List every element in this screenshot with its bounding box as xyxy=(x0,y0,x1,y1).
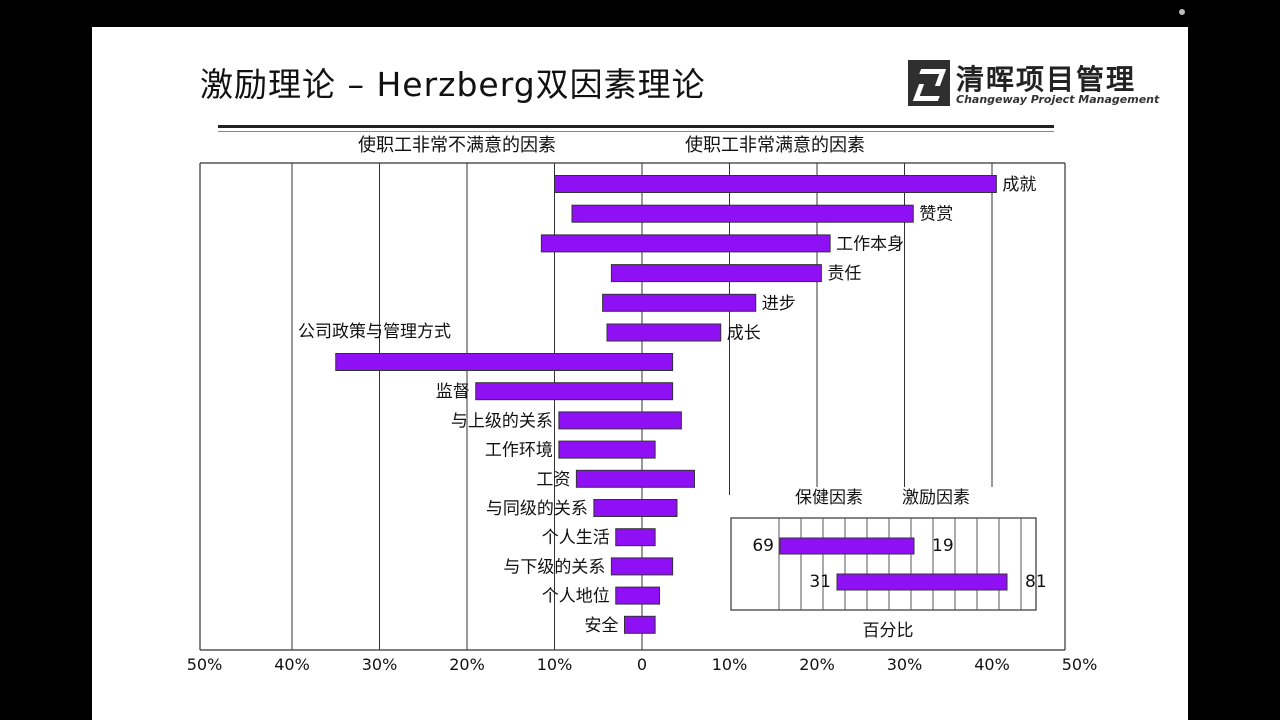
category-label: 公司政策与管理方式 xyxy=(298,322,451,342)
bar-与上级的关系 xyxy=(558,411,682,430)
category-label: 监督 xyxy=(436,382,470,402)
title-rule-thin xyxy=(218,131,1054,132)
category-label: 责任 xyxy=(827,264,861,284)
bar-工作环境 xyxy=(558,440,656,459)
right-heading: 使职工非常满意的因素 xyxy=(685,135,865,156)
inset-legend-label: 激励因素 xyxy=(902,488,970,508)
inset-right-value: 81 xyxy=(1025,572,1047,592)
category-label: 个人地位 xyxy=(542,587,610,607)
category-label: 工作环境 xyxy=(485,441,553,461)
x-tick-label: 40% xyxy=(274,655,310,674)
category-label: 与上级的关系 xyxy=(451,411,553,431)
category-label: 工资 xyxy=(536,470,570,490)
left-heading: 使职工非常不满意的因素 xyxy=(358,135,556,156)
x-tick-label: 20% xyxy=(799,655,835,674)
logo-text-en: Changeway Project Management xyxy=(956,93,1160,106)
inset-axis-label: 百分比 xyxy=(863,621,914,641)
bar-工作本身 xyxy=(540,234,831,253)
bar-进步 xyxy=(602,293,757,312)
cursor-dot xyxy=(1179,9,1185,15)
category-label: 成长 xyxy=(727,324,761,344)
company-logo: 清晖项目管理 Changeway Project Management xyxy=(908,60,1159,110)
bar-工资 xyxy=(575,469,695,488)
x-tick-label: 30% xyxy=(362,655,398,674)
inset-left-value: 31 xyxy=(809,572,831,592)
inset-frame xyxy=(730,517,1037,611)
x-tick-label: 40% xyxy=(974,655,1010,674)
inset-legend-label: 保健因素 xyxy=(795,488,863,508)
bar-公司政策与管理方式 xyxy=(335,353,674,371)
category-label: 与下级的关系 xyxy=(503,557,605,577)
category-label: 工作本身 xyxy=(836,234,904,254)
x-tick-label: 20% xyxy=(449,655,485,674)
bar-与同级的关系 xyxy=(593,499,678,517)
logo-text-cn: 清晖项目管理 xyxy=(956,63,1137,96)
bar-成就 xyxy=(554,175,997,193)
category-label: 个人生活 xyxy=(542,528,610,548)
inset-bar xyxy=(836,573,1008,591)
category-label: 进步 xyxy=(762,294,796,314)
x-tick-label: 0 xyxy=(637,655,647,674)
x-tick-label: 30% xyxy=(887,655,923,674)
title-rule xyxy=(218,125,1054,128)
x-tick-label: 50% xyxy=(187,655,223,674)
bar-监督 xyxy=(475,382,674,401)
bar-责任 xyxy=(610,264,822,283)
bar-赞赏 xyxy=(571,204,914,223)
x-tick-label: 10% xyxy=(537,655,573,674)
bar-个人生活 xyxy=(615,528,656,547)
page-title: 激励理论 – Herzberg双因素理论 xyxy=(200,65,706,104)
bar-个人地位 xyxy=(615,586,660,605)
x-tick-label: 50% xyxy=(1062,655,1098,674)
bar-成长 xyxy=(606,323,722,342)
category-label: 赞赏 xyxy=(919,205,953,225)
category-label: 与同级的关系 xyxy=(486,499,588,519)
x-tick-label: 10% xyxy=(712,655,748,674)
inset-bar xyxy=(779,537,915,555)
bar-安全 xyxy=(624,615,656,634)
category-label: 成就 xyxy=(1002,175,1036,195)
category-label: 安全 xyxy=(585,616,619,636)
inset-right-value: 19 xyxy=(932,536,954,556)
bar-与下级的关系 xyxy=(610,557,674,576)
logo-icon xyxy=(908,60,950,106)
inset-left-value: 69 xyxy=(752,536,774,556)
